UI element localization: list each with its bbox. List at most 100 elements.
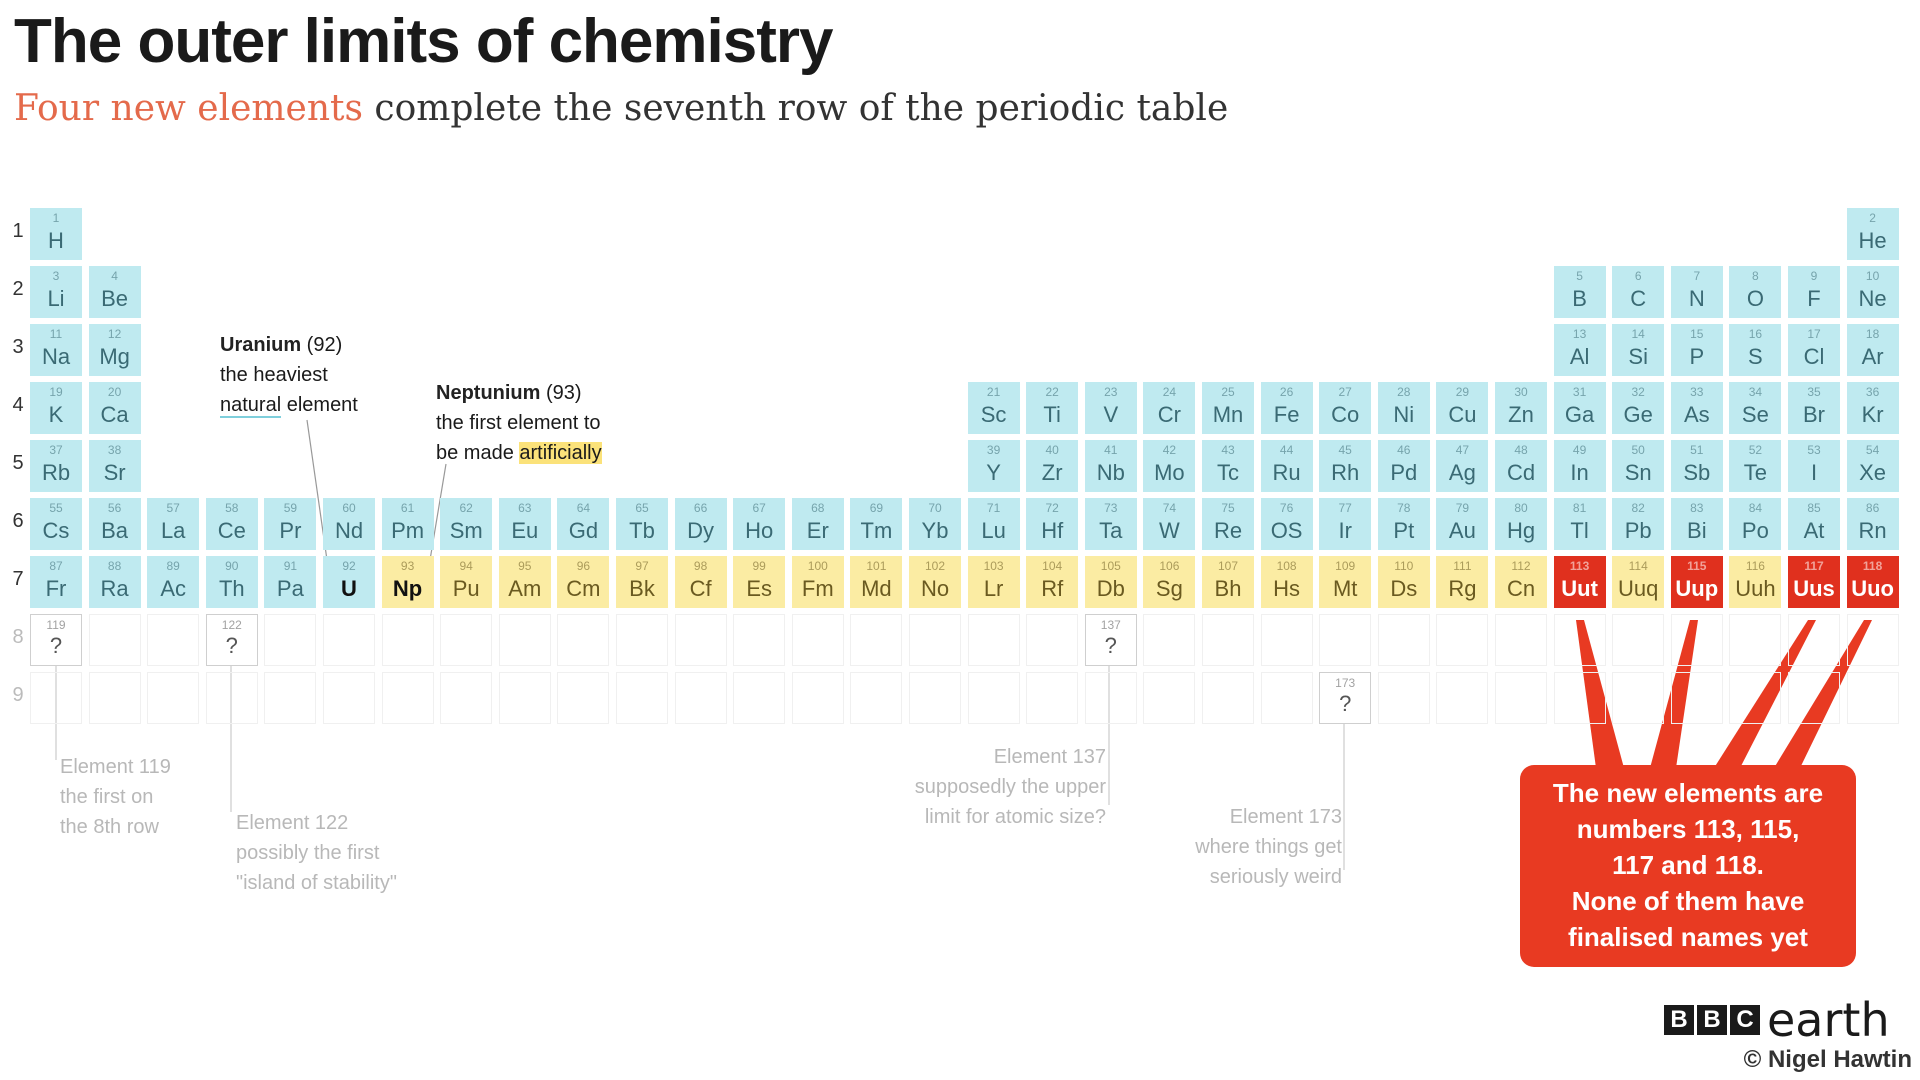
element-symbol: Uus xyxy=(1793,576,1835,601)
atomic-number: 89 xyxy=(166,559,180,573)
empty-cell xyxy=(1143,672,1196,724)
atomic-number: 12 xyxy=(107,327,122,341)
element-symbol: Ho xyxy=(745,518,774,543)
element-symbol: Nd xyxy=(334,518,364,543)
element-symbol: Cf xyxy=(689,576,712,601)
element-symbol: W xyxy=(1159,518,1180,543)
element-symbol: Ru xyxy=(1272,460,1301,485)
element-cell-56: 56 Ba xyxy=(88,498,141,550)
atomic-number: 45 xyxy=(1338,443,1352,457)
empty-cell xyxy=(557,672,610,724)
empty-cell xyxy=(1670,672,1723,724)
element-cell-68: 68 Er xyxy=(791,498,844,550)
element-symbol: Cm xyxy=(566,576,601,601)
element-symbol: Eu xyxy=(511,518,539,543)
element-symbol: Mo xyxy=(1154,460,1185,485)
empty-cell xyxy=(791,614,844,666)
element-cell-75: 75 Re xyxy=(1202,498,1254,550)
element-symbol: Sc xyxy=(980,402,1007,427)
element-symbol: Mt xyxy=(1332,576,1358,601)
empty-cell xyxy=(88,614,141,666)
atomic-number: 77 xyxy=(1338,501,1352,515)
element-symbol: Gd xyxy=(568,518,599,543)
atomic-number: 100 xyxy=(807,559,828,573)
element-symbol: Db xyxy=(1096,576,1125,601)
atomic-number: 118 xyxy=(1862,559,1883,573)
element-symbol: Zn xyxy=(1508,402,1534,427)
atomic-number: 114 xyxy=(1628,559,1648,573)
e137-annotation: Element 137 supposedly the upper limit f… xyxy=(844,742,1106,832)
atomic-number: 111 xyxy=(1453,559,1472,573)
empty-cell xyxy=(850,614,903,666)
logo-letter-b1: B xyxy=(1664,1005,1694,1035)
element-cell-77: 77 Ir xyxy=(1319,498,1372,550)
e173-line1: Element 173 xyxy=(1229,806,1342,828)
empty-cell xyxy=(498,614,551,666)
element-cell-54: 54 Xe xyxy=(1846,440,1899,492)
element-cell-24: 24 Cr xyxy=(1143,382,1196,434)
element-cell-41: 41 Nb xyxy=(1084,440,1137,492)
empty-cell xyxy=(381,672,434,724)
empty-cell xyxy=(1729,672,1782,724)
atomic-number: 70 xyxy=(928,501,942,515)
atomic-number: 93 xyxy=(400,559,415,573)
element-cell-101: 101 Md xyxy=(850,556,903,608)
atomic-number: 21 xyxy=(986,385,1001,399)
element-cell-111: 111 Rg xyxy=(1436,556,1489,608)
element-symbol: Nb xyxy=(1096,460,1125,485)
atomic-number: 42 xyxy=(1162,443,1177,457)
neptunium-number: (93) xyxy=(540,382,582,404)
element-cell-50: 50 Sn xyxy=(1612,440,1665,492)
empty-cell xyxy=(1670,614,1723,666)
element-symbol: Pm xyxy=(391,518,425,543)
element-cell-26: 26 Fe xyxy=(1260,382,1313,434)
element-cell-103: 103 Lr xyxy=(967,556,1020,608)
neptunium-artificially: artificially xyxy=(519,442,602,464)
element-cell-109: 109 Mt xyxy=(1319,556,1372,608)
atomic-number: 80 xyxy=(1514,501,1528,515)
atomic-number: 97 xyxy=(635,559,649,573)
empty-cell xyxy=(967,614,1020,666)
element-cell-81: 81 Tl xyxy=(1553,498,1606,550)
atomic-number: 67 xyxy=(752,501,766,515)
atomic-number: 25 xyxy=(1221,385,1235,399)
element-cell-73: 73 Ta xyxy=(1084,498,1137,550)
atomic-number: 3 xyxy=(52,269,60,283)
element-symbol: Pu xyxy=(452,576,480,601)
element-symbol: Tm xyxy=(860,518,893,543)
atomic-number: 78 xyxy=(1397,501,1411,515)
element-cell-60: 60 Nd xyxy=(323,498,375,550)
element-cell-45: 45 Rh xyxy=(1319,440,1372,492)
element-symbol: Sg xyxy=(1155,576,1183,601)
atomic-number: 62 xyxy=(459,501,473,515)
atomic-number: 34 xyxy=(1748,385,1763,399)
empty-cell xyxy=(616,614,668,666)
e119-line3: the 8th row xyxy=(60,816,159,838)
element-cell-99: 99 Es xyxy=(733,556,786,608)
element-symbol: Uuo xyxy=(1851,576,1894,601)
period-label-5: 5 xyxy=(12,452,24,474)
atomic-number: 46 xyxy=(1397,443,1411,457)
atomic-number: 112 xyxy=(1511,559,1531,573)
e122-annotation: Element 122 possibly the first "island o… xyxy=(236,808,397,898)
element-cell-35: 35 Br xyxy=(1788,382,1840,434)
empty-cell xyxy=(440,614,493,666)
atomic-number: 13 xyxy=(1572,327,1587,341)
element-cell-137: 137? xyxy=(1084,614,1137,666)
element-symbol: Tc xyxy=(1217,460,1239,485)
element-symbol: ? xyxy=(1339,691,1352,716)
element-cell-115: 115 Uup xyxy=(1670,556,1723,608)
element-cell-118: 118 Uuo xyxy=(1846,556,1899,608)
element-cell-104: 104 Rf xyxy=(1026,556,1079,608)
empty-cell xyxy=(1377,672,1430,724)
element-cell-122: 122? xyxy=(205,614,258,666)
element-symbol: Tl xyxy=(1570,518,1589,543)
element-symbol: P xyxy=(1689,344,1705,369)
atomic-number: 31 xyxy=(1572,385,1587,399)
empty-cell xyxy=(1846,614,1899,666)
empty-cell xyxy=(1553,614,1606,666)
element-symbol: Ag xyxy=(1448,460,1476,485)
atomic-number: 122 xyxy=(221,618,242,632)
atomic-number: 66 xyxy=(693,501,708,515)
